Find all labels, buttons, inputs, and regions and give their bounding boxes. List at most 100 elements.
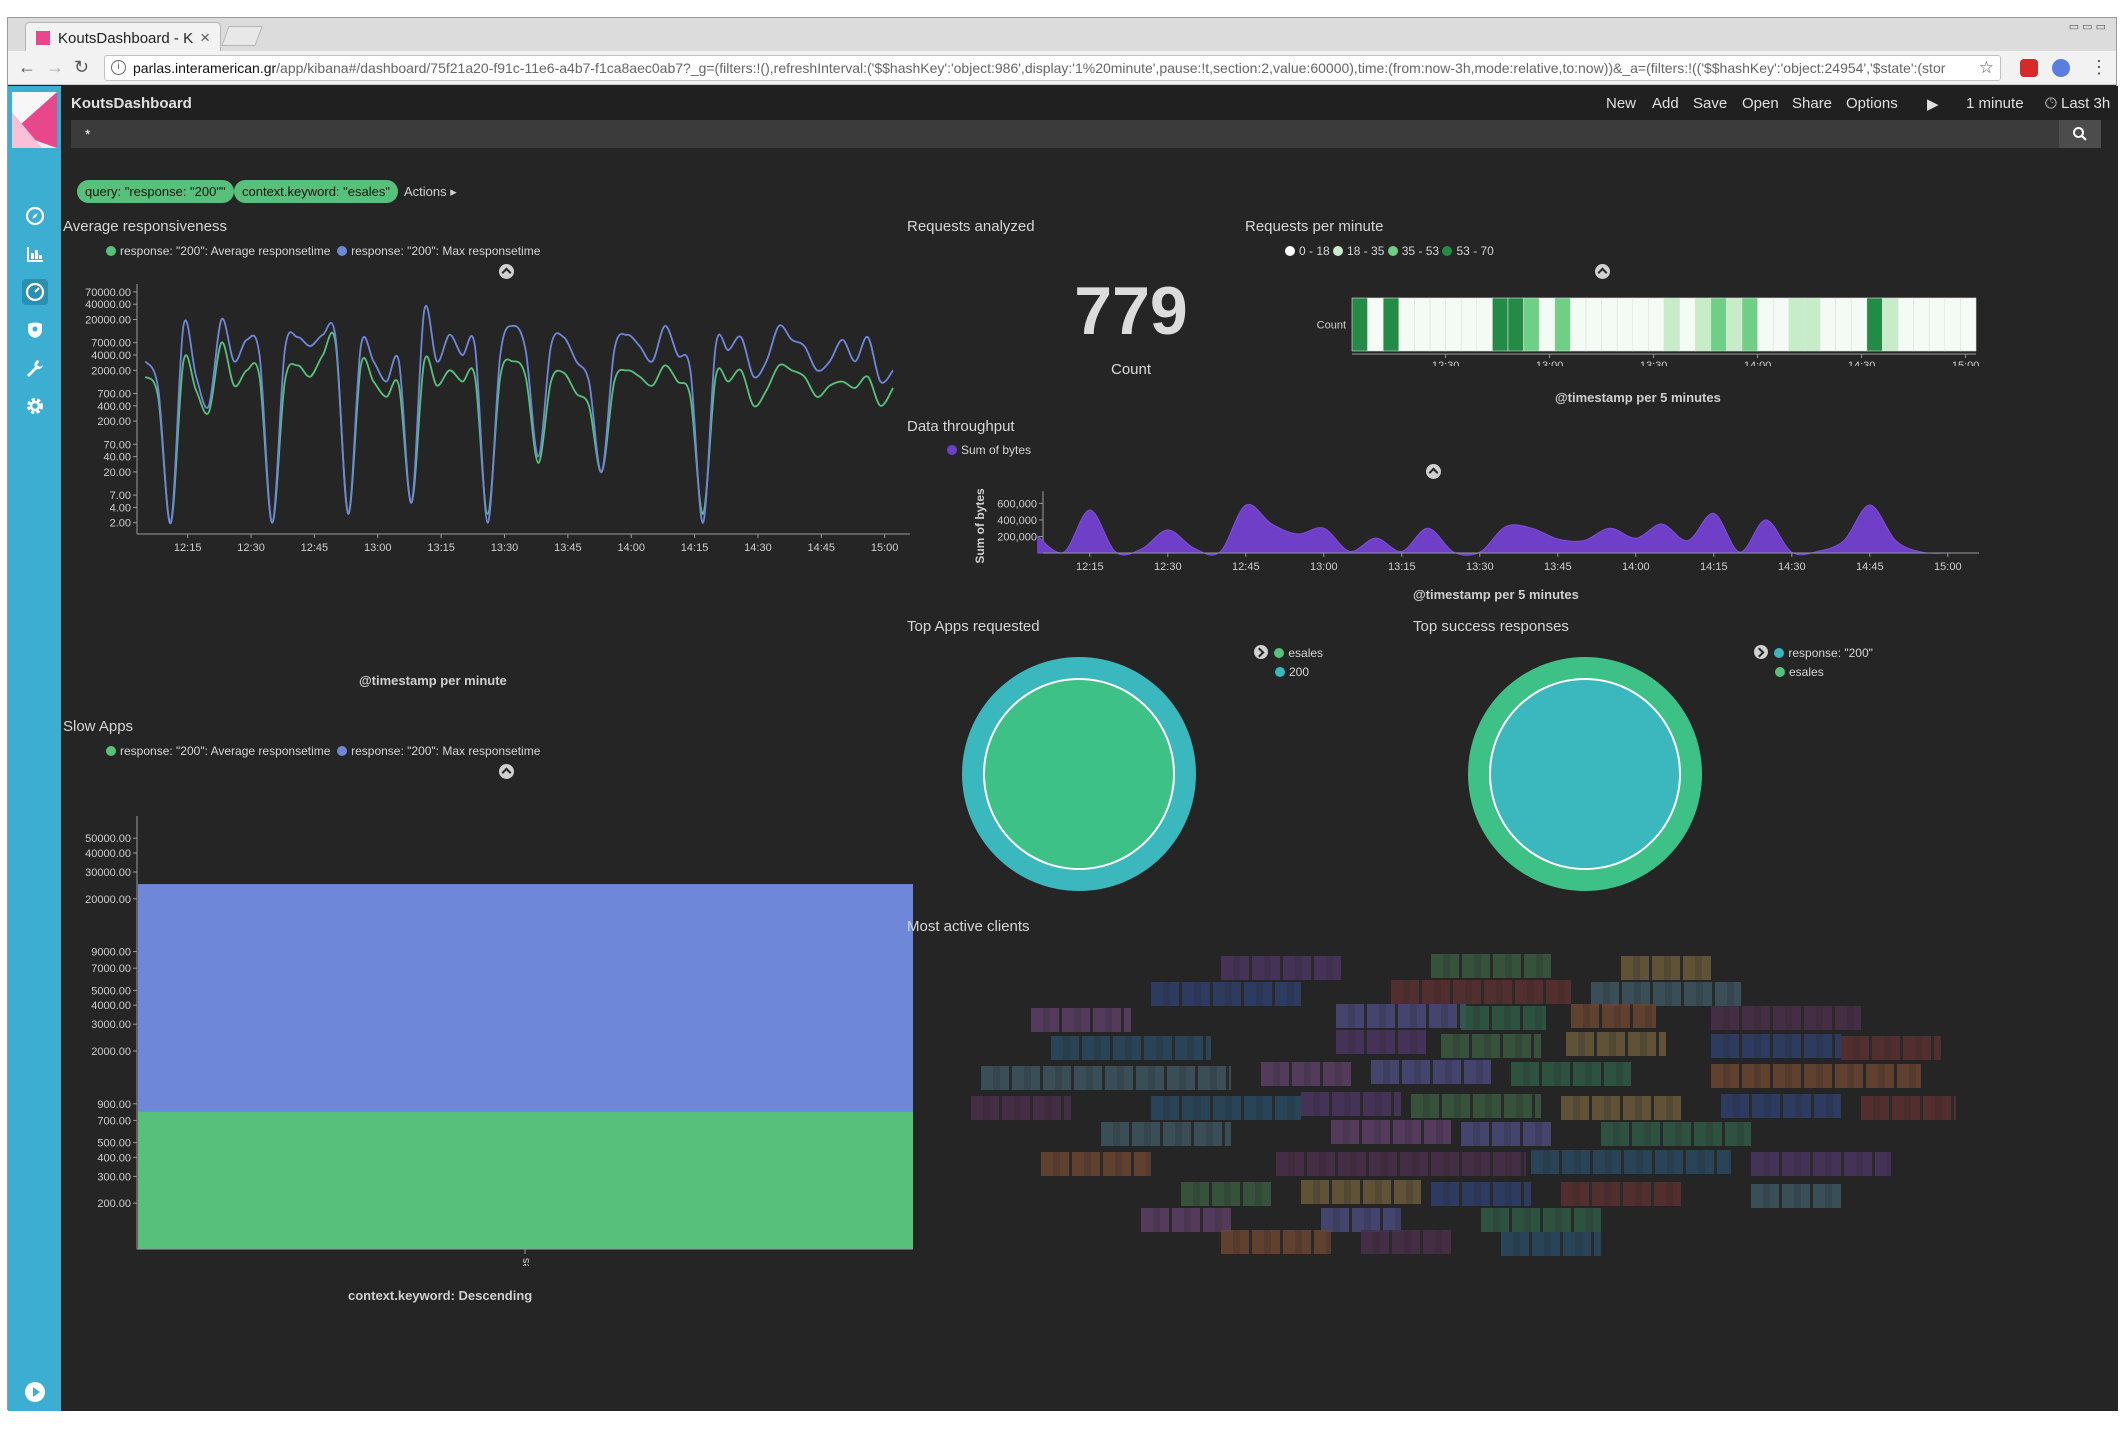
legend-entry[interactable]: response: "200": Max responsetime: [351, 244, 541, 258]
query-bar[interactable]: *: [71, 120, 2101, 148]
collapse-sidebar-icon[interactable]: [25, 1382, 45, 1402]
client-tag[interactable]: [1101, 1122, 1231, 1146]
client-tag[interactable]: [1031, 1008, 1131, 1032]
client-tag[interactable]: [1861, 1096, 1956, 1120]
client-tag[interactable]: [1051, 1036, 1211, 1060]
client-tag[interactable]: [1571, 1004, 1656, 1028]
client-tag[interactable]: [1711, 1006, 1861, 1030]
browser-tab[interactable]: KoutsDashboard - K ×: [25, 22, 221, 51]
client-tag[interactable]: [1566, 1032, 1666, 1056]
client-tag[interactable]: [1221, 956, 1341, 980]
legend-toggle-icon[interactable]: [1754, 645, 1768, 659]
client-tag[interactable]: [1711, 1034, 1841, 1058]
url-field[interactable]: i parlas.interamerican.gr/app/kibana#/da…: [104, 55, 2001, 81]
client-tag[interactable]: [1531, 1150, 1731, 1174]
client-tag[interactable]: [1221, 1230, 1331, 1254]
legend-entry[interactable]: Sum of bytes: [961, 443, 1032, 457]
client-tag[interactable]: [1561, 1096, 1681, 1120]
legend-toggle-icon[interactable]: [499, 764, 514, 779]
donut-inner-esales[interactable]: [985, 680, 1173, 868]
menu-options[interactable]: Options: [1846, 95, 1898, 112]
client-tag[interactable]: [1511, 1062, 1631, 1086]
discover-compass-icon[interactable]: [22, 203, 48, 229]
client-tag[interactable]: [1411, 1094, 1541, 1118]
client-tag[interactable]: [1041, 1152, 1151, 1176]
new-tab-button[interactable]: [221, 26, 263, 46]
client-tag[interactable]: [1331, 1120, 1451, 1144]
client-tag[interactable]: [1391, 980, 1571, 1004]
menu-share[interactable]: Share: [1792, 95, 1833, 112]
client-tag[interactable]: [971, 1096, 1071, 1120]
legend-entry[interactable]: response: "200": Max responsetime: [351, 744, 541, 758]
client-tag[interactable]: [1371, 1060, 1491, 1084]
close-tab-icon[interactable]: ×: [200, 28, 210, 47]
refresh-interval[interactable]: 1 minute: [1966, 95, 2024, 112]
time-range[interactable]: Last 3h: [2061, 95, 2111, 112]
forward-icon[interactable]: →: [46, 57, 64, 77]
window-controls[interactable]: ▭ ▭ ▭: [2068, 21, 2106, 33]
filter-actions-link[interactable]: Actions ▸: [404, 184, 457, 199]
client-tag[interactable]: [1431, 1182, 1531, 1206]
legend-entry[interactable]: 0 - 18: [1299, 244, 1330, 258]
menu-new[interactable]: New: [1606, 95, 1637, 112]
filter-pill-query[interactable]: query: "response: "200"": [77, 180, 234, 203]
client-tag[interactable]: [1361, 1230, 1451, 1254]
dashboard-gauge-icon[interactable]: [22, 279, 48, 305]
clock-icon[interactable]: 🕒︎: [2045, 95, 2057, 112]
client-tag[interactable]: [1151, 1096, 1301, 1120]
kibana-logo-icon[interactable]: [12, 92, 57, 148]
client-tag[interactable]: [1181, 1182, 1271, 1206]
bookmark-star-icon[interactable]: ☆: [1978, 58, 1994, 77]
back-icon[interactable]: ←: [18, 57, 36, 77]
filter-pill-context[interactable]: context.keyword: "esales": [234, 180, 398, 203]
client-tag[interactable]: [1336, 1030, 1426, 1054]
legend-entry[interactable]: 35 - 53: [1401, 244, 1440, 258]
client-tag[interactable]: [1321, 1208, 1401, 1232]
client-tag[interactable]: [1276, 1152, 1526, 1176]
legend-toggle-icon[interactable]: [1426, 464, 1441, 479]
client-tag[interactable]: [1481, 1208, 1601, 1232]
legend-entry[interactable]: response: "200": [1788, 646, 1873, 660]
client-tag[interactable]: [1621, 956, 1711, 980]
legend-toggle-icon[interactable]: [1254, 645, 1268, 659]
client-tag[interactable]: [1501, 1232, 1601, 1256]
legend-toggle-icon[interactable]: [1595, 264, 1610, 279]
site-info-icon[interactable]: i: [111, 60, 126, 75]
menu-save[interactable]: Save: [1693, 95, 1728, 112]
legend-toggle-icon[interactable]: [499, 264, 514, 279]
legend-entry[interactable]: 18 - 35: [1347, 244, 1385, 258]
reload-icon[interactable]: ↻: [74, 57, 90, 77]
extension-icon[interactable]: [2052, 59, 2070, 77]
browser-menu-icon[interactable]: ⋮: [2090, 57, 2108, 77]
timelion-shield-icon[interactable]: [22, 317, 48, 343]
donut-inner-response-200[interactable]: [1491, 680, 1679, 868]
client-tag[interactable]: [1751, 1184, 1841, 1208]
legend-entry[interactable]: esales: [1288, 646, 1324, 660]
client-tag[interactable]: [1141, 1208, 1231, 1232]
legend-entry[interactable]: response: "200": Average responsetime: [120, 244, 331, 258]
query-input[interactable]: *: [85, 126, 91, 142]
client-tag[interactable]: [1751, 1152, 1891, 1176]
client-tag[interactable]: [1841, 1036, 1941, 1060]
devtools-wrench-icon[interactable]: [22, 355, 48, 381]
management-gear-icon[interactable]: [22, 393, 48, 419]
visualize-barchart-icon[interactable]: [22, 241, 48, 267]
client-tag[interactable]: [1301, 1092, 1401, 1116]
client-tag[interactable]: [1721, 1094, 1841, 1118]
client-tag[interactable]: [1301, 1180, 1421, 1204]
play-icon[interactable]: ▶: [1927, 96, 1939, 113]
client-tag[interactable]: [1591, 982, 1741, 1006]
legend-entry[interactable]: response: "200": Average responsetime: [120, 744, 331, 758]
client-tag[interactable]: [1461, 1122, 1551, 1146]
client-tag[interactable]: [1441, 1034, 1541, 1058]
legend-entry[interactable]: 200: [1289, 665, 1310, 679]
client-tag[interactable]: [1151, 982, 1301, 1006]
client-tag[interactable]: [1711, 1064, 1921, 1088]
menu-add[interactable]: Add: [1652, 95, 1679, 112]
client-tag[interactable]: [981, 1066, 1231, 1090]
ublock-extension-icon[interactable]: [2020, 59, 2038, 77]
legend-entry[interactable]: 53 - 70: [1456, 244, 1494, 258]
legend-entry[interactable]: esales: [1789, 665, 1824, 679]
client-tag[interactable]: [1431, 954, 1551, 978]
client-tag[interactable]: [1261, 1062, 1351, 1086]
